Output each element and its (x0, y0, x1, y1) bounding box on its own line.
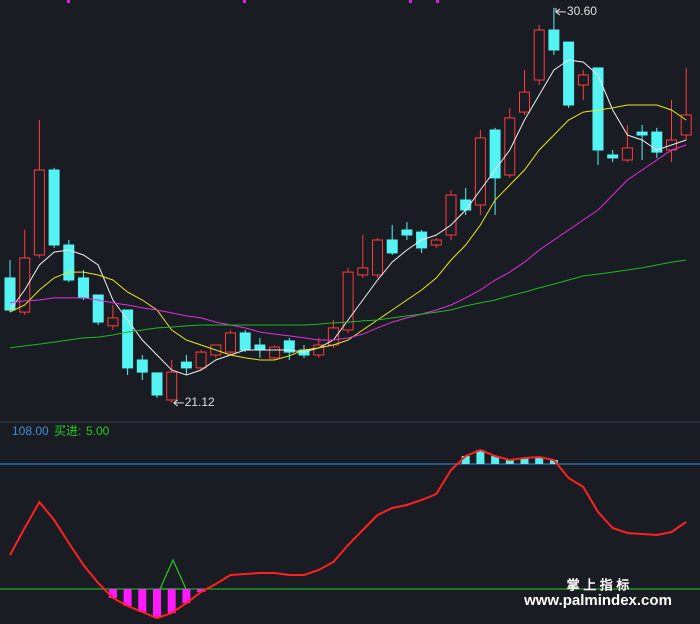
annotation-arrow (555, 7, 566, 16)
marker (409, 0, 412, 3)
candle-body (225, 332, 236, 353)
candle-body (548, 29, 560, 51)
candle-body (372, 239, 383, 276)
signal-bar (108, 589, 117, 599)
signal-bar (549, 459, 558, 465)
candle-body (195, 351, 207, 369)
signal-bar (476, 449, 485, 465)
indicator-line (9, 448, 687, 620)
annotation-arrow (173, 399, 184, 407)
candle-body (180, 361, 192, 369)
candle-body (151, 372, 163, 396)
candle-body (489, 129, 501, 179)
signal-bar (167, 589, 176, 614)
signal-bar (505, 459, 514, 465)
candle-body (636, 131, 648, 136)
candle-body (474, 137, 486, 206)
candle-body (254, 344, 266, 351)
signal-bar (461, 456, 470, 465)
signal-bar (123, 589, 132, 607)
signal-bar (153, 589, 161, 619)
marker (67, 0, 70, 3)
annotation-label: 21.12 (185, 395, 215, 409)
moving-average (9, 144, 687, 341)
moving-average (9, 104, 687, 361)
candle-body (577, 74, 589, 86)
candle-body (607, 154, 619, 159)
signal-bar (197, 589, 206, 592)
candle-body (357, 267, 369, 276)
watermark-url: www.palmindex.com (523, 592, 672, 609)
watermark-title: 掌 上 指 标 (567, 577, 630, 592)
candle-body (533, 29, 545, 81)
candle-body (136, 359, 148, 373)
candle-body (313, 344, 325, 356)
candle-body (33, 169, 45, 256)
candle-body (122, 309, 134, 369)
moving-average (9, 259, 687, 349)
candle-body (651, 131, 663, 153)
candle-body (504, 117, 516, 176)
signal-bar (535, 456, 544, 465)
signal-bar (491, 456, 500, 465)
candle-body (621, 147, 633, 161)
signal-bar (520, 458, 529, 465)
candle-body (283, 340, 295, 353)
signal-bar (138, 589, 147, 612)
signal-bar (182, 589, 191, 604)
candle-body (48, 169, 60, 246)
candle-body (563, 41, 575, 106)
candle-body (680, 114, 692, 136)
candle-body (78, 277, 89, 299)
candle-body (107, 317, 119, 327)
candle-body (19, 257, 31, 313)
candle-body (166, 371, 178, 401)
candle-body (342, 271, 354, 331)
candle-body (92, 294, 104, 323)
candle-body (63, 244, 75, 281)
candle-body (430, 239, 442, 246)
candle-body (269, 346, 281, 359)
candle-body (401, 229, 413, 236)
candle-body (445, 194, 457, 236)
marker (436, 0, 439, 3)
candle-body (592, 67, 604, 151)
annotation-label: 30.60 (567, 4, 597, 18)
candle-body (239, 332, 251, 351)
level-value: 108.00 (12, 424, 49, 438)
top-markers (67, 0, 439, 3)
candle-body (519, 91, 530, 113)
level-value: 5.00 (86, 424, 110, 438)
level-name: 买进: (54, 424, 81, 438)
marker (243, 0, 246, 3)
moving-average (9, 59, 687, 376)
candle-body (386, 239, 398, 254)
